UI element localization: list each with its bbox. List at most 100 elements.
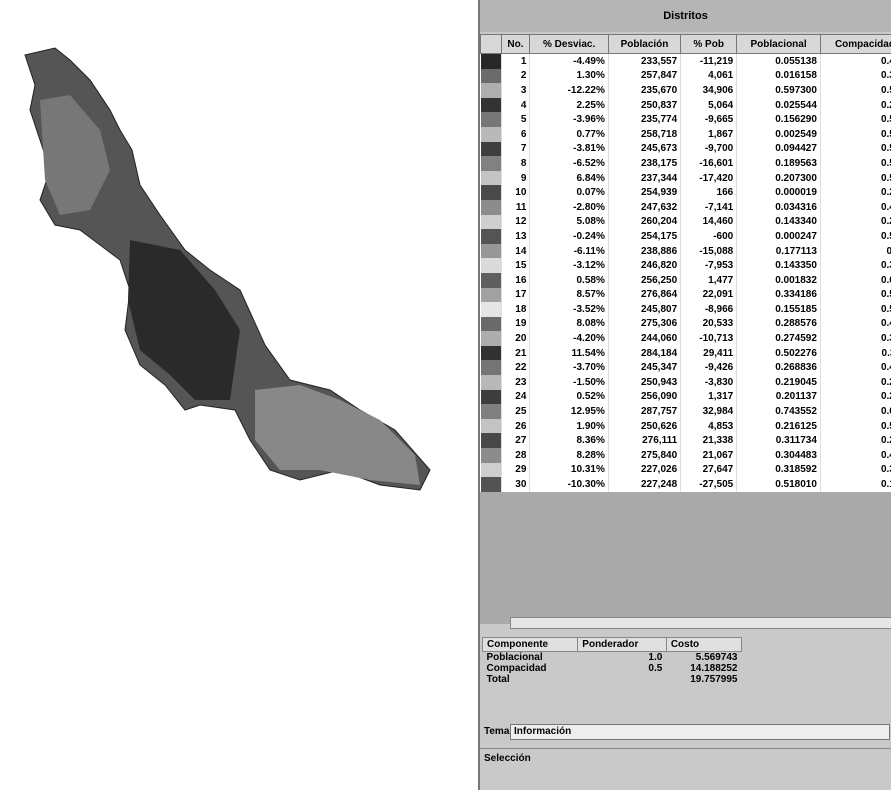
- table-cell: 29,411: [681, 346, 737, 361]
- scrollbar[interactable]: [510, 617, 891, 629]
- color-swatch: [481, 200, 502, 215]
- table-cell: 8.28%: [530, 448, 608, 463]
- table-cell: 275,306: [608, 317, 680, 332]
- theme-select[interactable]: Información: [510, 724, 890, 740]
- color-swatch: [481, 331, 502, 346]
- column-header[interactable]: No.: [501, 35, 530, 54]
- map: [0, 0, 478, 790]
- table-cell: 12: [501, 215, 530, 230]
- column-header[interactable]: Poblacional: [737, 35, 821, 54]
- column-header: Componente: [483, 638, 578, 652]
- table-cell: 2.25%: [530, 98, 608, 113]
- table-cell: 29: [501, 463, 530, 478]
- table-cell: 0.300: [820, 331, 891, 346]
- color-swatch: [481, 83, 502, 98]
- table-cell: 0.000019: [737, 185, 821, 200]
- table-cell: 258,718: [608, 127, 680, 142]
- panel-title: Distritos: [480, 0, 891, 32]
- color-swatch: [481, 433, 502, 448]
- table-cell: 0.207300: [737, 171, 821, 186]
- table-cell: 21,338: [681, 433, 737, 448]
- color-swatch: [481, 317, 502, 332]
- table-cell: 0.287: [820, 215, 891, 230]
- table-cell: 1,317: [681, 390, 737, 405]
- table-cell: 0.07%: [530, 185, 608, 200]
- color-swatch: [481, 288, 502, 303]
- table-cell: -16,601: [681, 156, 737, 171]
- table-cell: 20,533: [681, 317, 737, 332]
- table-cell: 0.743552: [737, 404, 821, 419]
- color-swatch: [481, 477, 502, 492]
- table-cell: 287,757: [608, 404, 680, 419]
- table-cell: 0.434: [820, 200, 891, 215]
- column-header[interactable]: % Desviac.: [530, 35, 608, 54]
- table-cell: 30: [501, 477, 530, 492]
- cost-cell: Total: [483, 674, 578, 685]
- table-cell: 7: [501, 142, 530, 157]
- table-cell: 10.31%: [530, 463, 608, 478]
- table-cell: 233,557: [608, 54, 680, 69]
- column-header[interactable]: Población: [608, 35, 680, 54]
- table-cell: 0.208: [820, 185, 891, 200]
- table-cell: 24: [501, 390, 530, 405]
- table-cell: 34,906: [681, 83, 737, 98]
- color-swatch: [481, 54, 502, 69]
- table-cell: 246,820: [608, 258, 680, 273]
- column-header[interactable]: Compacidad: [820, 35, 891, 54]
- cost-cell: 0.5: [578, 663, 667, 674]
- table-cell: 22,091: [681, 288, 737, 303]
- table-cell: -7,141: [681, 200, 737, 215]
- color-swatch: [481, 390, 502, 405]
- table-cell: 0.382: [820, 69, 891, 84]
- column-header[interactable]: % Pob: [681, 35, 737, 54]
- table-cell: 0.610: [820, 273, 891, 288]
- table-cell: 1,477: [681, 273, 737, 288]
- table-cell: -6.11%: [530, 244, 608, 259]
- table-cell: 0.268836: [737, 360, 821, 375]
- color-swatch: [481, 463, 502, 478]
- color-swatch: [481, 404, 502, 419]
- table-cell: 26: [501, 419, 530, 434]
- table-cell: 0.77%: [530, 127, 608, 142]
- color-swatch: [481, 346, 502, 361]
- table-cell: 276,864: [608, 288, 680, 303]
- table-cell: 4,061: [681, 69, 737, 84]
- table-cell: 10: [501, 185, 530, 200]
- color-swatch: [481, 215, 502, 230]
- table-cell: 0.334186: [737, 288, 821, 303]
